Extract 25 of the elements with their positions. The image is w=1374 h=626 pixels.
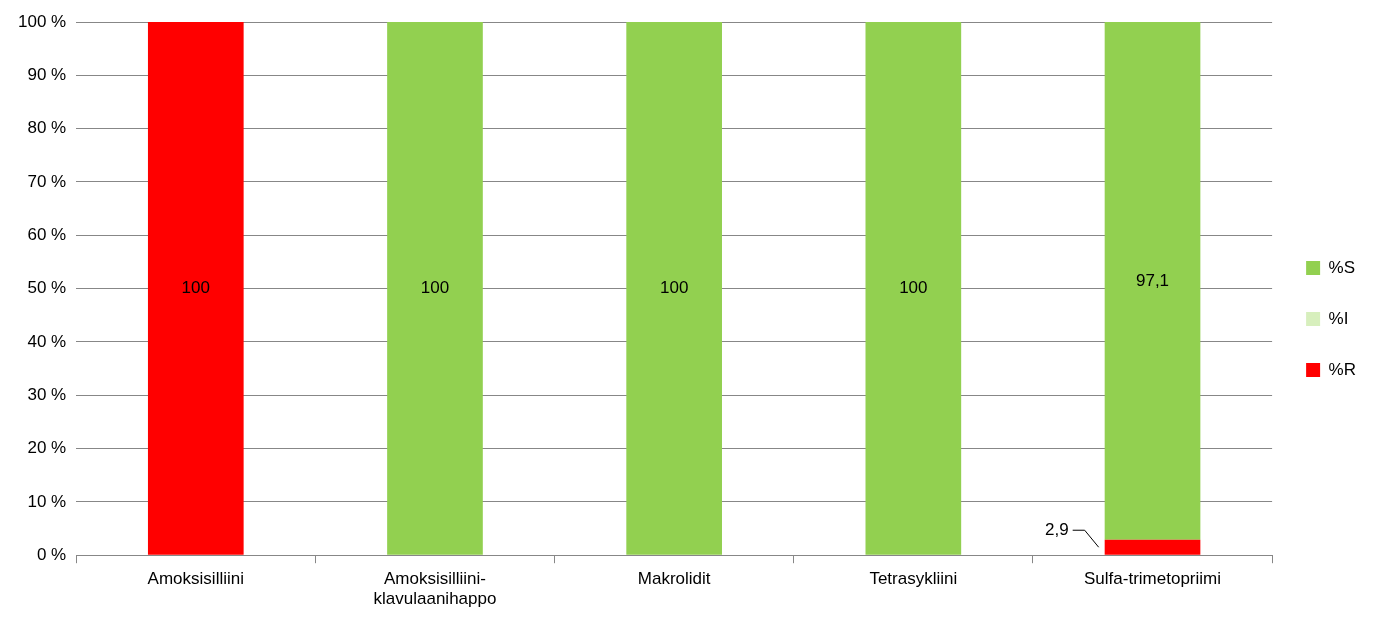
- y-tick-label: 100 %: [18, 11, 67, 31]
- x-tick-label: Amoksisilliini-klavulaanihappo: [373, 569, 497, 609]
- x-tick-label: Sulfa-trimetopriimi: [1084, 569, 1222, 589]
- data-label: 97,1: [1135, 270, 1170, 290]
- y-tick-label: 20 %: [27, 438, 67, 458]
- data-label: 100: [181, 278, 210, 298]
- x-tick-label: Makrolidit: [637, 569, 711, 589]
- y-tick-label: 0 %: [36, 544, 67, 564]
- y-tick-label: 80 %: [27, 118, 67, 138]
- y-tick-label: 40 %: [27, 331, 67, 351]
- data-label: 100: [420, 278, 450, 298]
- y-tick-label: 60 %: [27, 224, 67, 244]
- y-tick-label: 50 %: [27, 278, 67, 298]
- y-tick-label: 70 %: [27, 171, 67, 191]
- legend-label: %R: [1328, 359, 1357, 379]
- data-label: 100: [899, 278, 928, 298]
- data-label: 100: [659, 278, 689, 298]
- y-tick-label: 30 %: [27, 384, 67, 404]
- y-tick-label: 10 %: [27, 491, 67, 511]
- legend-label: %I: [1328, 308, 1349, 328]
- y-tick-label: 90 %: [27, 65, 67, 85]
- x-tick-label: Amoksisilliini: [147, 569, 244, 589]
- legend-label: %S: [1328, 257, 1356, 277]
- x-tick-label: Tetrasykliini: [869, 569, 958, 589]
- data-label: 2,9: [1045, 519, 1069, 539]
